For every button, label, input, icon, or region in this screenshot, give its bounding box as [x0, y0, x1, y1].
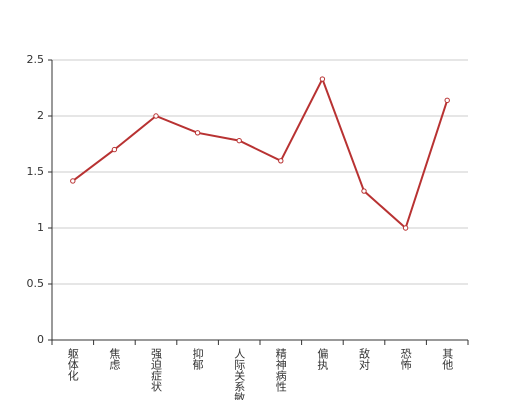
x-tick-label: 焦虑 — [108, 348, 121, 370]
x-tick-label: 精神病性 — [274, 348, 287, 393]
point — [70, 178, 76, 184]
point — [153, 113, 159, 119]
x-tick-label: 偏执 — [316, 347, 329, 371]
x-tick-label: 抑郁 — [191, 347, 204, 370]
point — [111, 146, 118, 153]
x-tick-label: 躯体化 — [66, 348, 79, 382]
point — [361, 188, 367, 194]
y-tick-label: 0.5 — [27, 277, 45, 290]
y-tick-label: 2 — [37, 109, 44, 122]
x-tick-label: 强迫症状 — [150, 348, 163, 392]
x-tick-label: 恐怖 — [399, 348, 412, 370]
point — [444, 97, 450, 104]
x-tick-label: 敌对 — [358, 347, 371, 370]
x-tick-label: 其他 — [441, 348, 454, 370]
point — [402, 225, 409, 231]
line — [72, 76, 449, 230]
x-tick-label: 人际关系敏感 — [233, 348, 246, 400]
point — [319, 76, 326, 82]
y-tick-label: 1.5 — [27, 165, 45, 178]
y-tick-label: 0 — [37, 333, 44, 346]
point — [236, 137, 242, 144]
y-tick-label: 2.5 — [27, 53, 45, 66]
point — [278, 158, 284, 164]
y-tick-label: 1 — [37, 221, 44, 234]
point — [194, 130, 201, 136]
